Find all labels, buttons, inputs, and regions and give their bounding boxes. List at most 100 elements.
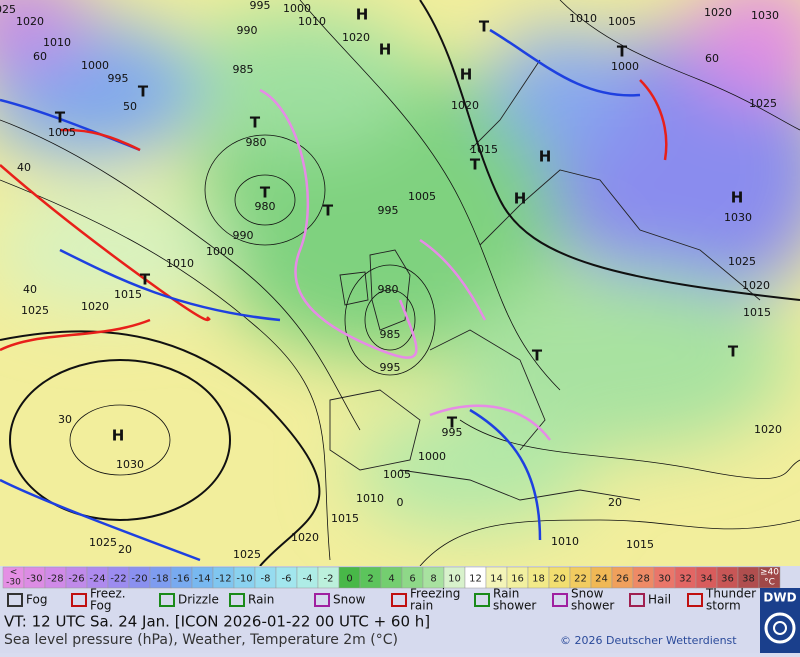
map-labels: 1025102010101000995T1005TT980T9809901000… [0,0,782,561]
isobar-label: 1030 [724,211,752,224]
isobar-label: 1010 [356,492,384,505]
scale-label: 38 [742,574,755,585]
scale-label: 24 [595,574,608,585]
pressure-center: H [731,189,744,207]
isobar-label: 20 [608,496,622,509]
isobar-label: 1025 [728,255,756,268]
scale-label: 0 [346,574,352,585]
isobar-label: 995 [108,72,129,85]
scale-label: 14 [490,574,503,585]
scale-label: -20 [131,574,147,585]
scale-label: 34 [700,574,713,585]
isobar-label: 1025 [233,548,261,561]
pressure-center: H [514,190,527,208]
scale-label: 2 [367,574,373,585]
scale-label: -14 [194,574,210,585]
scale-label: -2 [324,574,334,585]
dwd-logo: DWD [760,588,800,653]
weather-label: Rain [493,587,519,601]
scale-label: -24 [89,574,105,585]
pressure-center: T [728,343,739,361]
isobar-label: 1015 [470,143,498,156]
isobar-label: 1000 [611,60,639,73]
weather-label: shower [571,599,614,613]
weather-symbol [71,593,87,607]
weather-symbol [474,593,490,607]
fronts [0,28,668,562]
isobar-label: 1025 [749,97,777,110]
scale-label: 26 [616,574,629,585]
description: Sea level pressure (hPa), Weather, Tempe… [4,632,398,648]
pressure-center: H [112,427,125,445]
isobar-label: 985 [380,328,401,341]
scale-label: 16 [511,574,524,585]
pressure-center: H [379,41,392,59]
isobar-label: 1000 [418,450,446,463]
isobar-label: 995 [250,0,271,12]
pressure-center: T [532,347,543,365]
pressure-center: T [138,83,149,101]
isobar-label: 1005 [408,190,436,203]
map-background [0,0,800,566]
isobar-label: 1025 [21,304,49,317]
weather-label: Drizzle [178,593,219,607]
isobar-label: 990 [233,229,254,242]
scale-label: 28 [637,574,650,585]
isobar-label: 980 [255,200,276,213]
copyright: © 2026 Deutscher Wetterdienst [560,634,737,647]
isobar-label: 1000 [283,2,311,15]
pressure-center: T [140,271,151,289]
scale-label: -12 [215,574,231,585]
valid-time: VT: 12 UTC Sa. 24 Jan. [ICON 2026-01-22 … [4,613,430,631]
pressure-center: T [323,202,334,220]
isobar-label: 995 [378,204,399,217]
isobar-label: 1020 [742,279,770,292]
isobar-label: 1005 [48,126,76,139]
isobar-label: 1000 [81,59,109,72]
isobar-label: 1025 [0,3,16,16]
scale-label: 10 [448,574,461,585]
isobar-label: 1020 [16,15,44,28]
isobar-label: 30 [58,413,72,426]
pressure-center: T [470,156,481,174]
weather-label: Fog [26,593,47,607]
isobar-label: 1010 [166,257,194,270]
scale-label: -28 [47,574,63,585]
scale-label: -4 [303,574,313,585]
isobar-label: 0 [397,496,404,509]
isobar-label: 40 [23,283,37,296]
pressure-center: H [356,6,369,24]
isobar-label: 995 [380,361,401,374]
isobar-label: 1020 [451,99,479,112]
isobar-label: 60 [705,52,719,65]
scale-label: -30 [26,574,42,585]
isobar-label: 1020 [81,300,109,313]
weather-symbol [629,593,645,607]
pressure-center: H [460,66,473,84]
isobar-label: 40 [17,161,31,174]
pressure-center: T [260,184,271,202]
isobar-label: 50 [123,100,137,113]
weather-label: rain [410,599,433,613]
scale-label: 20 [553,574,566,585]
logo-text: DWD [763,591,796,605]
isobar-label: 1020 [704,6,732,19]
isobar-label: 980 [246,136,267,149]
weather-label: Snow [333,593,366,607]
scale-label: -16 [173,574,189,585]
weather-symbol [159,593,175,607]
weather-label: Thunder [705,587,756,601]
scale-label-high: °C [764,578,775,588]
isobar-label: 1015 [114,288,142,301]
isobar-label: 1010 [551,535,579,548]
isobar-label: 1030 [751,9,779,22]
isobar-label: 1005 [608,15,636,28]
scale-label: -26 [68,574,84,585]
weather-label: Freezing [410,587,460,601]
coastlines [329,59,761,501]
isobar-label: 1000 [206,245,234,258]
scale-label: 36 [721,574,734,585]
weather-label: shower [493,599,536,613]
pressure-center: T [617,43,628,61]
